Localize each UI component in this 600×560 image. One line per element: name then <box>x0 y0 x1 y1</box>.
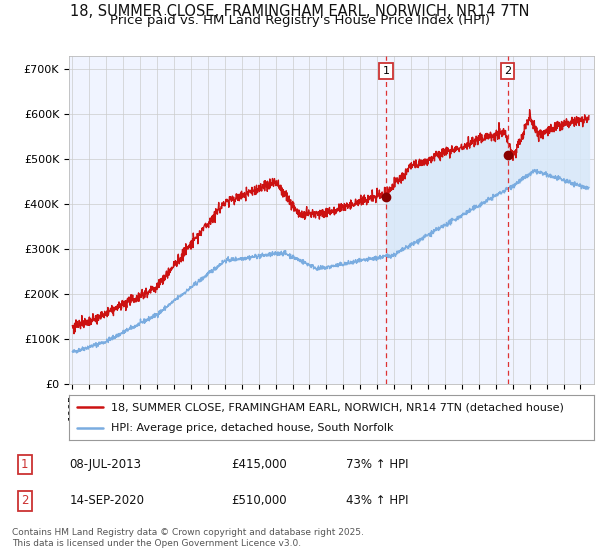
Text: Contains HM Land Registry data © Crown copyright and database right 2025.
This d: Contains HM Land Registry data © Crown c… <box>12 528 364 548</box>
Text: 14-SEP-2020: 14-SEP-2020 <box>70 494 145 507</box>
Text: 18, SUMMER CLOSE, FRAMINGHAM EARL, NORWICH, NR14 7TN (detached house): 18, SUMMER CLOSE, FRAMINGHAM EARL, NORWI… <box>111 402 564 412</box>
Text: 73% ↑ HPI: 73% ↑ HPI <box>346 458 409 471</box>
Text: Price paid vs. HM Land Registry's House Price Index (HPI): Price paid vs. HM Land Registry's House … <box>110 14 490 27</box>
Text: £510,000: £510,000 <box>231 494 287 507</box>
Text: 1: 1 <box>383 66 389 76</box>
Text: £415,000: £415,000 <box>231 458 287 471</box>
Text: HPI: Average price, detached house, South Norfolk: HPI: Average price, detached house, Sout… <box>111 423 394 433</box>
Text: 2: 2 <box>504 66 511 76</box>
Text: 18, SUMMER CLOSE, FRAMINGHAM EARL, NORWICH, NR14 7TN: 18, SUMMER CLOSE, FRAMINGHAM EARL, NORWI… <box>70 4 530 19</box>
Text: 2: 2 <box>21 494 28 507</box>
Text: 1: 1 <box>21 458 28 471</box>
Text: 08-JUL-2013: 08-JUL-2013 <box>70 458 142 471</box>
Text: 43% ↑ HPI: 43% ↑ HPI <box>346 494 409 507</box>
